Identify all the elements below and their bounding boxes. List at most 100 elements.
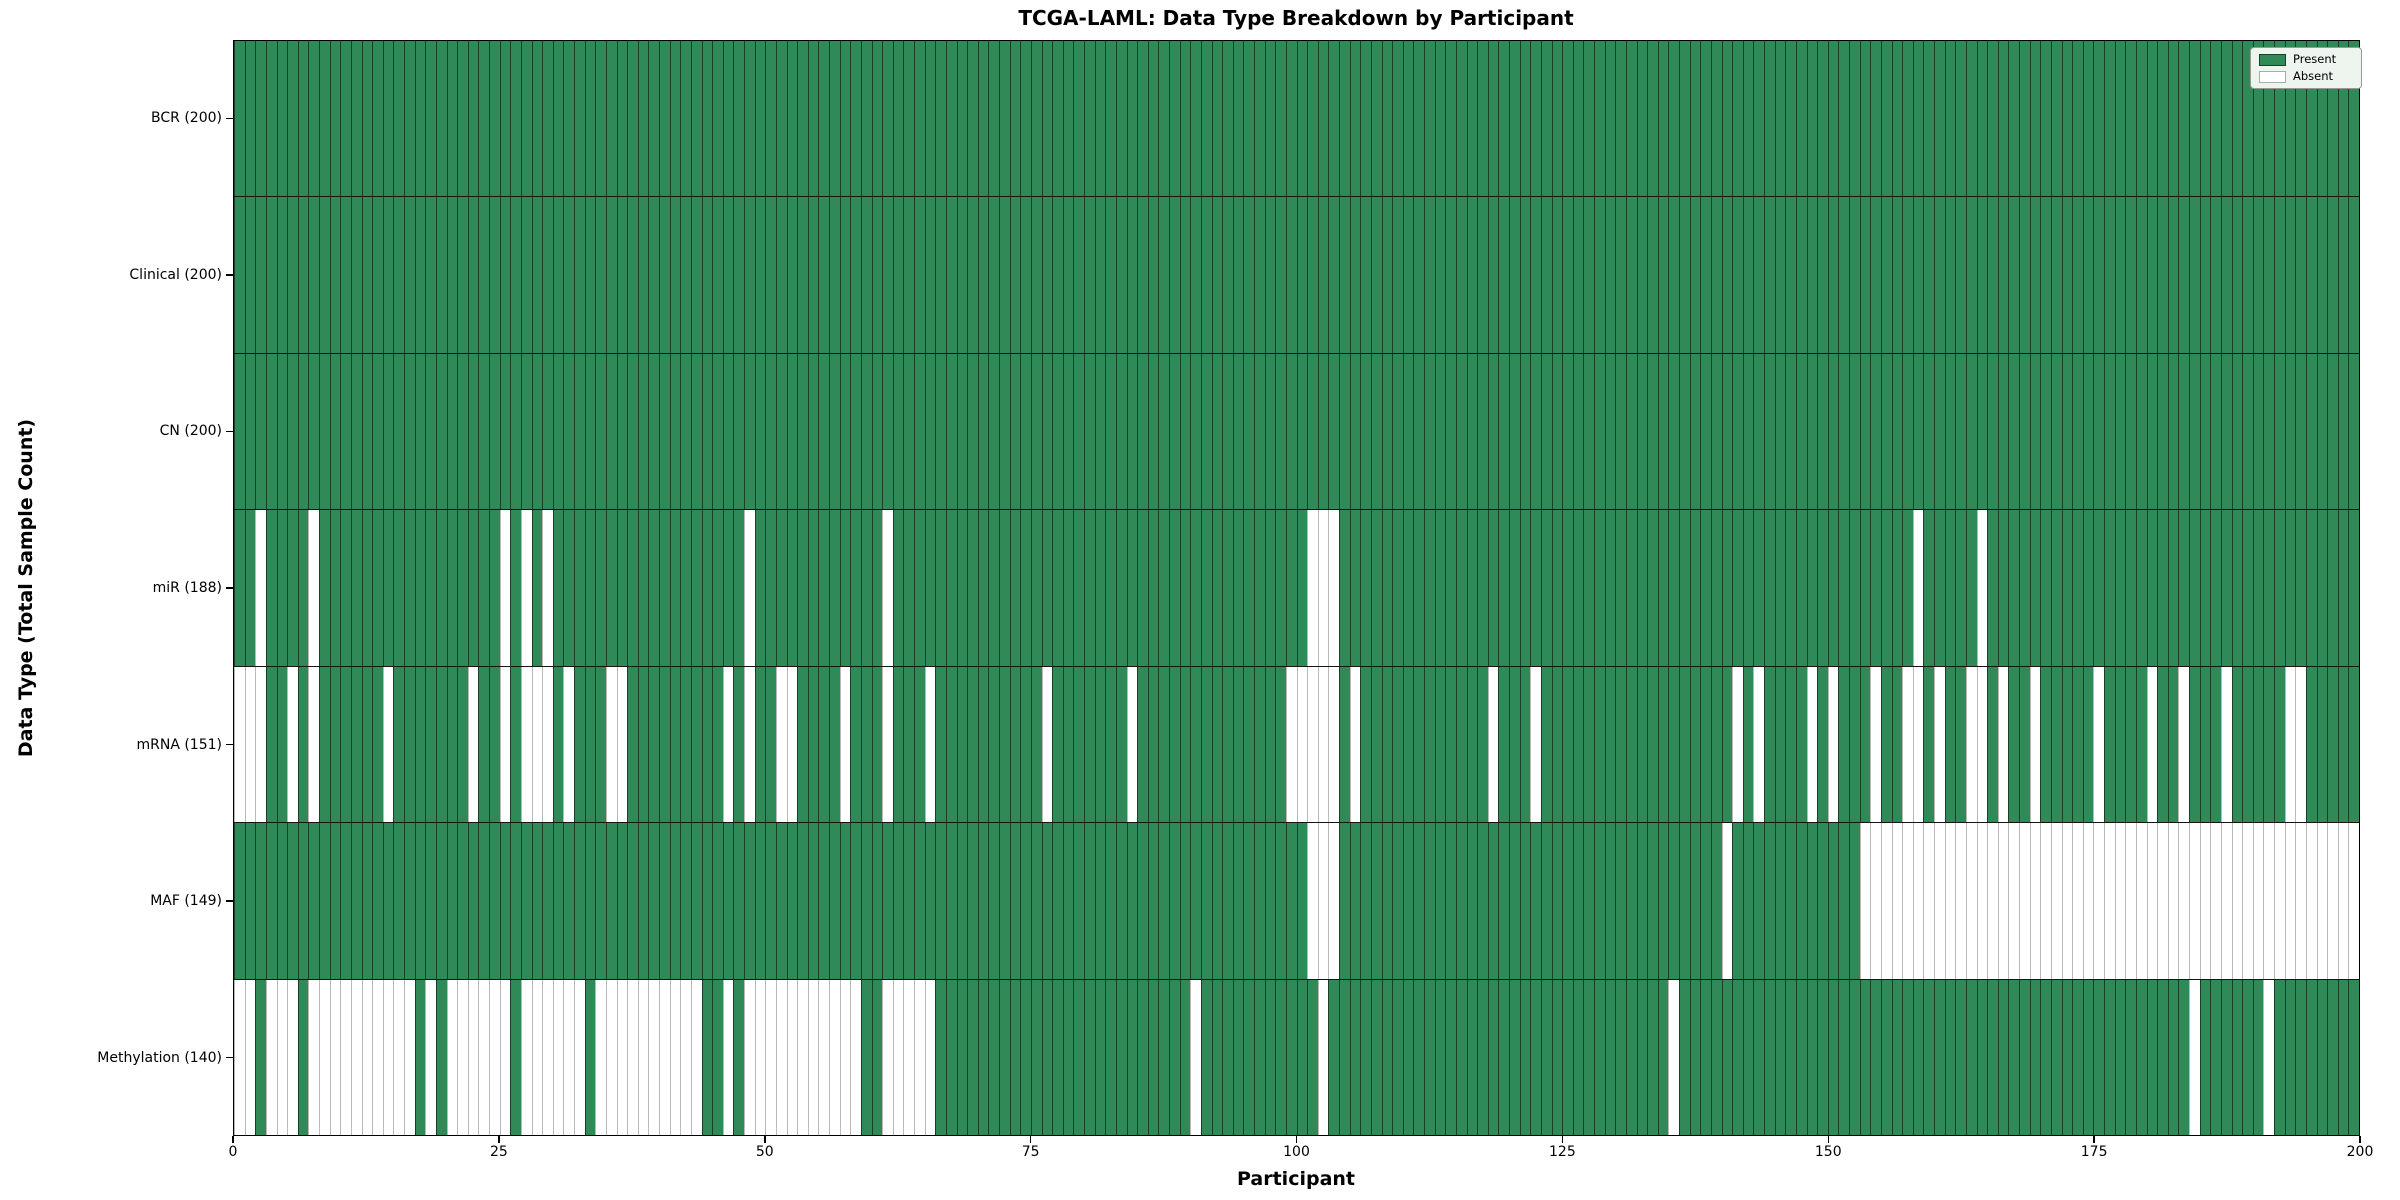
heatmap-cell xyxy=(276,353,288,510)
heatmap-cell xyxy=(1413,666,1424,823)
heatmap-cell xyxy=(308,353,319,510)
heatmap-cell xyxy=(1880,666,1892,823)
heatmap-cell xyxy=(744,353,755,510)
heatmap-cell xyxy=(1806,353,1818,510)
heatmap-cell xyxy=(2263,979,2274,1135)
heatmap-cell xyxy=(1700,353,1711,510)
heatmap-cell xyxy=(2135,41,2147,197)
heatmap-cell xyxy=(542,510,553,666)
heatmap-cell xyxy=(1498,41,1509,197)
heatmap-cell xyxy=(1870,979,1881,1135)
heatmap-cell xyxy=(744,41,755,197)
heatmap-cell xyxy=(1668,979,1679,1135)
heatmap-cell xyxy=(1392,823,1403,979)
heatmap-cell xyxy=(956,979,968,1135)
heatmap-cell xyxy=(967,41,978,197)
heatmap-cell xyxy=(1774,666,1786,823)
heatmap-cell xyxy=(255,41,266,197)
heatmap-cell xyxy=(2284,666,2296,823)
heatmap-row-CN xyxy=(234,353,2359,511)
heatmap-cell xyxy=(988,197,999,353)
heatmap-cell xyxy=(2284,510,2296,666)
heatmap-cell xyxy=(1891,41,1903,197)
heatmap-cell xyxy=(584,823,596,979)
heatmap-cell xyxy=(1636,823,1648,979)
heatmap-cell xyxy=(2210,666,2221,823)
heatmap-cell xyxy=(2019,510,2030,666)
heatmap-cell xyxy=(435,510,447,666)
heatmap-cell xyxy=(839,353,851,510)
heatmap-cell xyxy=(457,41,468,197)
heatmap-cell xyxy=(1944,41,1956,197)
heatmap-cell xyxy=(1147,979,1159,1135)
heatmap-cell xyxy=(1700,41,1711,197)
heatmap-cell xyxy=(1636,510,1648,666)
heatmap-cell xyxy=(1710,510,1722,666)
heatmap-cell xyxy=(1211,510,1223,666)
heatmap-cell xyxy=(637,41,649,197)
heatmap-cell xyxy=(340,197,351,353)
heatmap-cell xyxy=(988,41,999,197)
heatmap-cell xyxy=(1509,979,1520,1135)
heatmap-cell xyxy=(1307,979,1318,1135)
heatmap-cell xyxy=(967,510,978,666)
heatmap-cell xyxy=(1965,979,1977,1135)
heatmap-cell xyxy=(1636,353,1648,510)
heatmap-cell xyxy=(2199,41,2211,197)
heatmap-cell xyxy=(1594,510,1605,666)
heatmap-cell xyxy=(1339,197,1350,353)
heatmap-cell xyxy=(2220,510,2232,666)
heatmap-cell xyxy=(1923,197,1934,353)
heatmap-cell xyxy=(1636,197,1648,353)
heatmap-cell xyxy=(1923,823,1934,979)
heatmap-cell xyxy=(489,353,500,510)
heatmap-cell xyxy=(1955,41,1966,197)
heatmap-cell xyxy=(1009,510,1021,666)
heatmap-cell xyxy=(1126,823,1138,979)
heatmap-cell xyxy=(1838,510,1849,666)
heatmap-cell xyxy=(1254,197,1265,353)
heatmap-cell xyxy=(1073,197,1084,353)
heatmap-cell xyxy=(287,197,298,353)
heatmap-cell xyxy=(1679,979,1690,1135)
heatmap-cell xyxy=(510,353,521,510)
heatmap-cell xyxy=(797,41,808,197)
heatmap-cell xyxy=(967,197,978,353)
heatmap-cell xyxy=(595,666,606,823)
heatmap-cell xyxy=(1158,41,1169,197)
heatmap-cell xyxy=(1700,666,1711,823)
heatmap-cell xyxy=(1551,510,1563,666)
heatmap-cell xyxy=(1923,510,1934,666)
heatmap-cell xyxy=(1657,41,1669,197)
heatmap-cell xyxy=(1572,666,1584,823)
heatmap-cell xyxy=(765,197,776,353)
heatmap-cell xyxy=(372,197,383,353)
heatmap-cell xyxy=(1424,510,1435,666)
heatmap-cell xyxy=(627,979,638,1135)
heatmap-cell xyxy=(860,197,872,353)
heatmap-cell xyxy=(1169,979,1180,1135)
heatmap-cell xyxy=(287,666,298,823)
heatmap-cell xyxy=(276,823,288,979)
heatmap-cell xyxy=(276,41,288,197)
heatmap-cell xyxy=(637,197,649,353)
heatmap-cell xyxy=(404,823,415,979)
heatmap-cell xyxy=(648,979,659,1135)
heatmap-cell xyxy=(690,823,702,979)
heatmap-cell xyxy=(1891,353,1903,510)
heatmap-cell xyxy=(446,197,458,353)
heatmap-cell xyxy=(1264,666,1276,823)
heatmap-cell xyxy=(1827,823,1839,979)
heatmap-cell xyxy=(1339,666,1350,823)
heatmap-cell xyxy=(1370,979,1382,1135)
heatmap-cell xyxy=(1445,979,1456,1135)
heatmap-cell xyxy=(924,823,936,979)
heatmap-cell xyxy=(1179,823,1191,979)
heatmap-cell xyxy=(1934,823,1945,979)
heatmap-cell xyxy=(499,353,511,510)
heatmap-cell xyxy=(489,41,500,197)
heatmap-cell xyxy=(1647,823,1658,979)
heatmap-cell xyxy=(1402,353,1414,510)
heatmap-cell xyxy=(1487,979,1499,1135)
heatmap-cell xyxy=(807,41,819,197)
